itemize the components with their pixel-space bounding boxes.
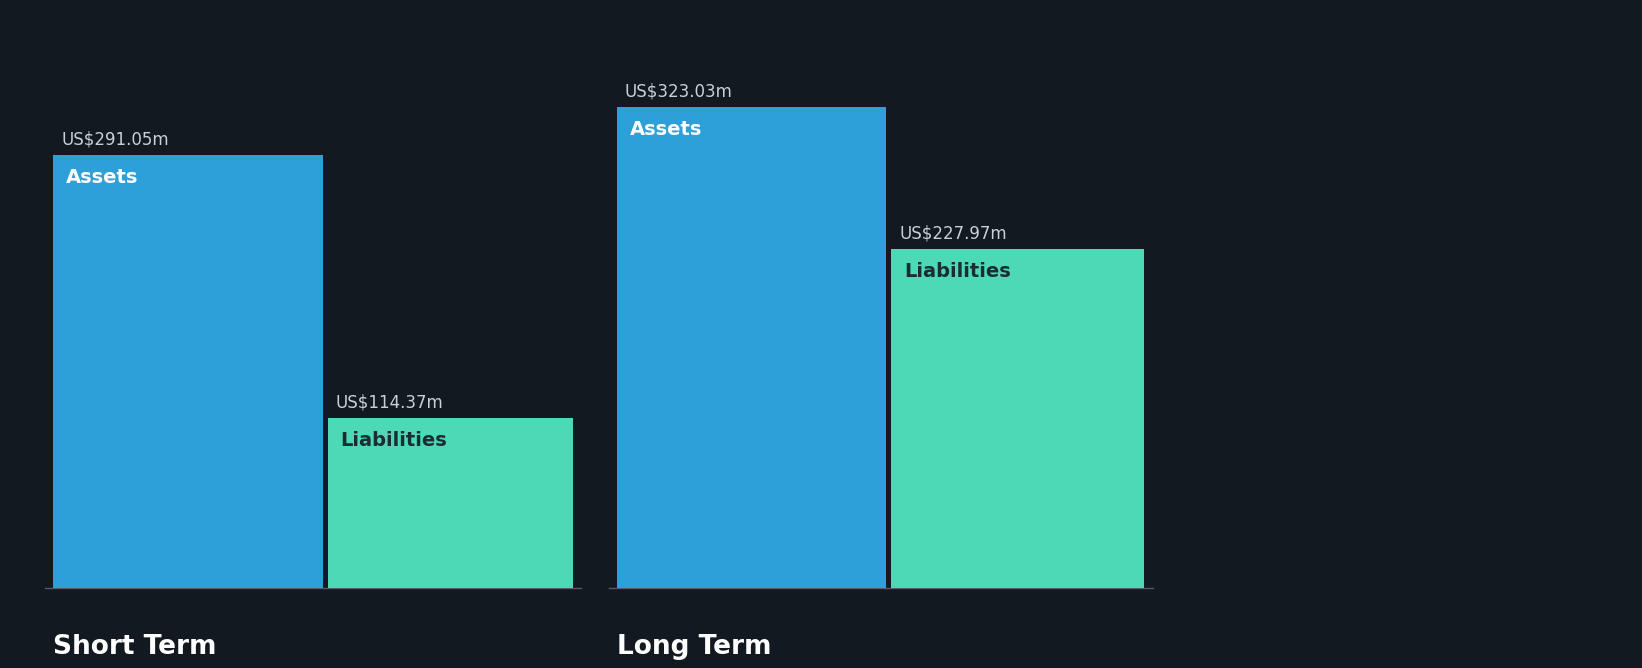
- Bar: [53, 155, 323, 589]
- Text: Liabilities: Liabilities: [905, 262, 1011, 281]
- Text: Long Term: Long Term: [617, 634, 772, 660]
- Text: US$227.97m: US$227.97m: [900, 224, 1007, 242]
- Bar: [892, 249, 1144, 589]
- Text: US$291.05m: US$291.05m: [61, 130, 169, 148]
- Bar: [617, 108, 887, 589]
- Text: Assets: Assets: [66, 168, 138, 187]
- Text: Short Term: Short Term: [53, 634, 217, 660]
- Bar: [328, 418, 573, 589]
- Text: Liabilities: Liabilities: [340, 431, 448, 450]
- Text: US$323.03m: US$323.03m: [626, 83, 732, 101]
- Text: US$114.37m: US$114.37m: [337, 393, 443, 411]
- Text: Assets: Assets: [631, 120, 703, 140]
